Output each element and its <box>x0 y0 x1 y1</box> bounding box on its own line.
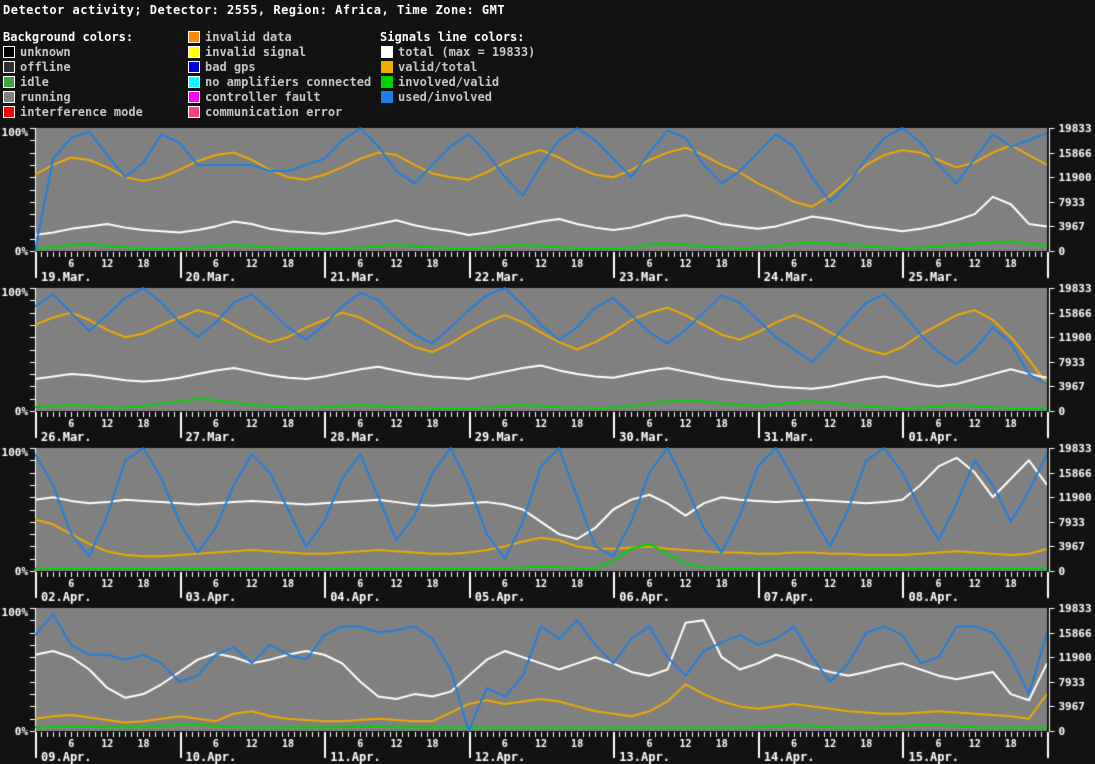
offline-swatch <box>3 61 15 73</box>
no-amplifiers-swatch <box>188 76 200 88</box>
legend-label: total (max = 19833) <box>398 45 536 59</box>
controller-fault-swatch <box>188 91 200 103</box>
interference-mode-swatch <box>3 106 15 118</box>
legend-signals-header: Signals line colors: <box>380 30 525 44</box>
total-line-swatch <box>381 46 393 58</box>
legend-item-valid-total: valid/total <box>381 60 477 74</box>
legend-label: unknown <box>20 45 71 59</box>
invalid-signal-swatch <box>188 46 200 58</box>
legend-background-header: Background colors: <box>3 30 134 44</box>
legend-label: used/involved <box>398 90 492 104</box>
page-title: Detector activity; Detector: 2555, Regio… <box>3 3 506 17</box>
legend-label: invalid data <box>205 30 292 44</box>
legend-label: invalid signal <box>205 45 307 59</box>
legend-label: bad gps <box>205 60 256 74</box>
bad-gps-swatch <box>188 61 200 73</box>
legend-item-total: total (max = 19833) <box>381 45 535 59</box>
legend-item-controller-fault: controller fault <box>188 90 321 104</box>
legend-label: interference mode <box>20 105 143 119</box>
legend-label: offline <box>20 60 71 74</box>
legend-item-offline: offline <box>3 60 71 74</box>
legend-item-invalid-data: invalid data <box>188 30 292 44</box>
legend-label: controller fault <box>205 90 321 104</box>
legend-label: no amplifiers connected <box>205 75 372 89</box>
legend-label: communication error <box>205 105 343 119</box>
communication-error-swatch <box>188 106 200 118</box>
legend-item-involved-valid: involved/valid <box>381 75 499 89</box>
legend-label: involved/valid <box>398 75 500 89</box>
legend-label: idle <box>20 75 49 89</box>
legend-item-running: running <box>3 90 71 104</box>
legend-item-used-involved: used/involved <box>381 90 492 104</box>
legend-item-bad-gps: bad gps <box>188 60 256 74</box>
legend-item-no-amplifiers-connected: no amplifiers connected <box>188 75 371 89</box>
legend-item-communication-error: communication error <box>188 105 342 119</box>
legend-label: running <box>20 90 71 104</box>
involved-valid-line-swatch <box>381 76 393 88</box>
idle-swatch <box>3 76 15 88</box>
legend-item-interference-mode: interference mode <box>3 105 143 119</box>
running-swatch <box>3 91 15 103</box>
invalid-data-swatch <box>188 31 200 43</box>
legend-item-idle: idle <box>3 75 49 89</box>
legend-item-unknown: unknown <box>3 45 71 59</box>
legend-item-invalid-signal: invalid signal <box>188 45 306 59</box>
legend-label: valid/total <box>398 60 478 74</box>
valid-total-line-swatch <box>381 61 393 73</box>
unknown-swatch <box>3 46 15 58</box>
used-involved-line-swatch <box>381 91 393 103</box>
